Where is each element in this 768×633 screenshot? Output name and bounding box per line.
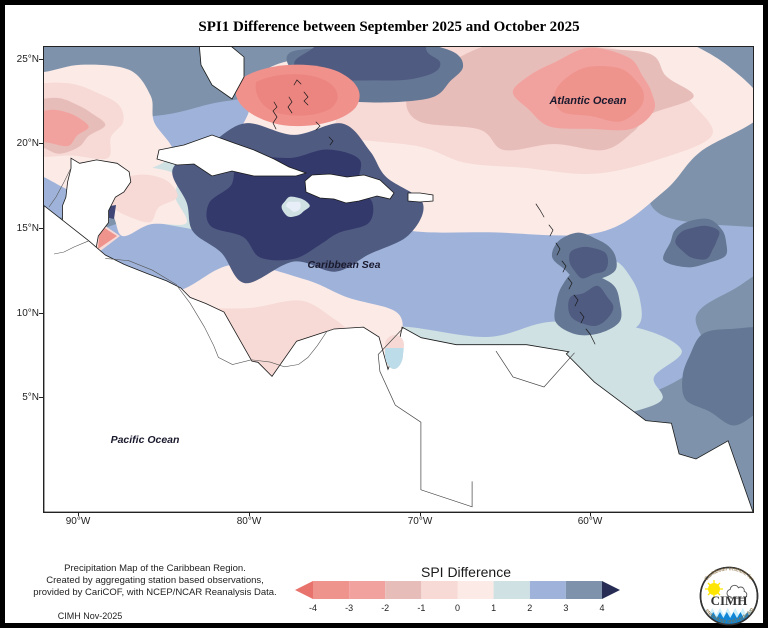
svg-text:Caribbean Institute for: Caribbean Institute for [704,566,755,582]
svg-text:Pacific Ocean: Pacific Ocean [111,434,180,446]
svg-text:-3: -3 [345,603,353,613]
svg-text:CIMH: CIMH [711,593,748,608]
svg-text:4: 4 [599,603,604,613]
svg-text:0: 0 [455,603,460,613]
svg-text:SPI Difference: SPI Difference [421,564,511,580]
svg-text:2: 2 [527,603,532,613]
svg-text:-2: -2 [381,603,389,613]
svg-text:-1: -1 [417,603,425,613]
svg-text:Atlantic Ocean: Atlantic Ocean [548,95,626,107]
svg-text:-4: -4 [309,603,317,613]
svg-text:3: 3 [563,603,568,613]
svg-text:1: 1 [491,603,496,613]
svg-text:Caribbean Sea: Caribbean Sea [308,259,381,271]
